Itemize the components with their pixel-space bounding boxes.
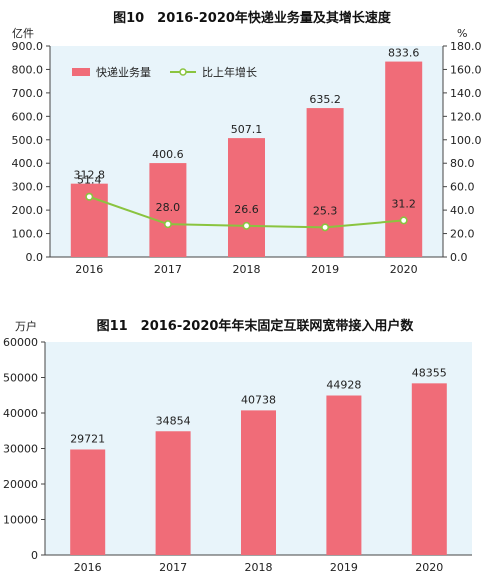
chart2-bar	[411, 383, 447, 555]
chart2-y-tick-label: 60000	[3, 336, 38, 349]
chart2-bar	[155, 431, 191, 555]
chart1-y-tick-label: 500.0	[12, 134, 44, 147]
chart1-right-unit: %	[457, 27, 467, 40]
chart2-bar-label: 44928	[326, 379, 361, 392]
chart2-bar-label: 48355	[412, 366, 447, 379]
chart2-bar	[241, 410, 276, 555]
chart2-title: 图11 2016-2020年年末固定互联网宽带接入用户数	[97, 318, 415, 334]
chart1-y2-tick-label: 0.0	[450, 251, 468, 264]
chart2-x-tick-label: 2019	[330, 561, 358, 574]
chart1-bar-label: 635.2	[309, 93, 341, 106]
chart1-plot: 0.0 100.0 200.0 300.0 400.0 500.0 600.0 700.0 80…	[12, 40, 482, 276]
chart1-title: 图10 2016-2020年快递业务量及其增长速度	[113, 10, 392, 26]
chart1-growth-label: 31.2	[391, 197, 416, 210]
chart1-y2-tick-label: 160.0	[450, 63, 482, 76]
chart1-y-tick-label: 700.0	[12, 87, 44, 100]
chart2-bar-label: 34854	[156, 414, 191, 427]
chart1-y2-tick-label: 20.0	[450, 228, 475, 241]
chart2-bar	[70, 449, 106, 555]
chart1-bar-label: 507.1	[231, 123, 263, 136]
chart1-legend-bar-label: 快递业务量	[96, 65, 151, 79]
chart1-growth-label: 28.0	[156, 201, 181, 214]
chart1-bar	[228, 138, 265, 257]
chart2-left-unit: 万户	[15, 319, 37, 333]
chart1-y-tick-label: 300.0	[12, 181, 44, 194]
chart1-growth-point	[163, 220, 172, 229]
chart1-y2-tick-label: 60.0	[450, 181, 475, 194]
chart2-y-tick-label: 0	[31, 549, 38, 562]
chart2-bar-label: 40738	[241, 393, 276, 406]
chart1-y2-tick-label: 40.0	[450, 204, 475, 217]
chart1-growth-point	[85, 192, 94, 201]
chart1-x-tick-label: 2017	[154, 263, 182, 276]
chart1-growth-label: 51.4	[77, 174, 102, 187]
chart2-y-tick-label: 20000	[3, 478, 38, 491]
chart1-legend-line-label: 比上年增长	[202, 65, 257, 79]
chart1-x-tick-label: 2018	[233, 263, 261, 276]
chart2-plot: 0 10000 20000 30000 40000 50000 60000 29721 2016…	[3, 336, 472, 574]
chart1-left-unit: 亿件	[12, 27, 34, 40]
chart1-bar-label: 400.6	[152, 148, 184, 161]
chart1-growth-label: 25.3	[313, 204, 338, 217]
chart1-x-tick-label: 2020	[390, 263, 418, 276]
chart2-y-tick-label: 40000	[3, 407, 38, 420]
chart1-bar	[306, 108, 344, 257]
chart2-x-tick-label: 2018	[245, 561, 273, 574]
chart1-bar-label: 312.8	[74, 169, 106, 182]
chart1-y2-tick-label: 180.0	[450, 40, 482, 53]
chart2-y-tick-label: 50000	[3, 372, 38, 385]
chart2-bar-label: 29721	[70, 432, 105, 445]
chart1-growth-label: 26.6	[234, 203, 259, 216]
chart1-y-tick-label: 800.0	[12, 63, 44, 76]
chart1-y-tick-label: 900.0	[12, 40, 44, 53]
chart2-x-tick-label: 2020	[415, 561, 443, 574]
chart1-legend-line-marker	[179, 68, 187, 76]
chart1-legend-bar-swatch	[72, 68, 90, 76]
chart1-x-tick-label: 2016	[75, 263, 103, 276]
chart2-y-tick-label: 30000	[3, 443, 38, 456]
chart1-growth-point	[242, 221, 251, 230]
chart2-x-tick-label: 2017	[159, 561, 187, 574]
chart2-bar	[326, 395, 362, 555]
chart1-growth-point	[321, 223, 330, 232]
chart1-growth-point	[399, 216, 408, 225]
chart1-y-tick-label: 100.0	[12, 228, 44, 241]
chart1-y2-tick-label: 120.0	[450, 110, 482, 123]
chart1-bar-label: 833.6	[388, 47, 420, 60]
chart1-y2-tick-label: 140.0	[450, 87, 482, 100]
chart1-y2-tick-label: 80.0	[450, 157, 475, 170]
chart2-y-tick-label: 10000	[3, 514, 38, 527]
chart1-y-tick-label: 400.0	[12, 157, 44, 170]
chart1-y2-tick-label: 100.0	[450, 134, 482, 147]
chart1-bar	[385, 61, 423, 258]
chart2-x-tick-label: 2016	[74, 561, 102, 574]
chart1-y-tick-label: 600.0	[12, 110, 44, 123]
chart1-y-tick-label: 0.0	[26, 251, 44, 264]
chart1-bar	[149, 163, 187, 257]
chart1-x-tick-label: 2019	[311, 263, 339, 276]
chart1-y-tick-label: 200.0	[12, 204, 44, 217]
